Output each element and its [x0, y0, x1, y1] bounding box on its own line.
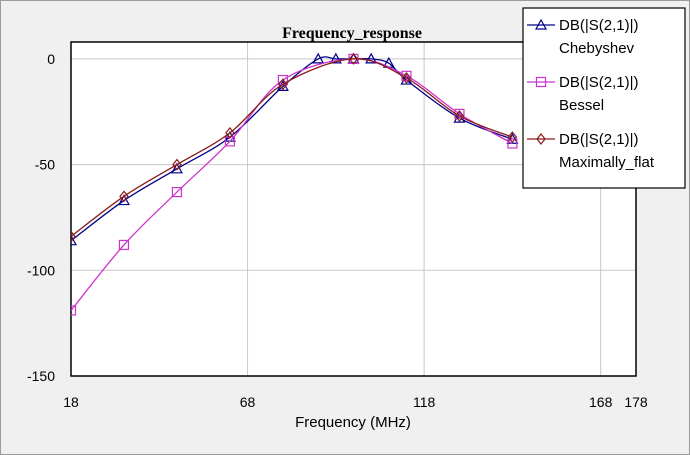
data-point-marker — [170, 162, 183, 174]
legend-label-line2: Chebyshev — [559, 40, 635, 57]
x-axis-label: Frequency (MHz) — [295, 414, 411, 431]
x-tick-label: 168 — [589, 394, 613, 410]
data-point-marker — [312, 52, 325, 64]
data-point-marker — [71, 230, 76, 243]
data-point-marker — [365, 52, 378, 64]
data-point-marker — [117, 194, 130, 206]
y-tick-label: -150 — [27, 368, 55, 384]
data-point-marker — [71, 305, 77, 316]
y-tick-label: -50 — [35, 157, 55, 173]
x-tick-label: 178 — [624, 394, 648, 410]
legend-label-line2: Maximally_flat — [559, 154, 655, 171]
data-point-marker — [348, 52, 359, 65]
series-layer — [71, 52, 519, 316]
legend-label-line1: DB(|S(2,1)|) — [559, 17, 638, 34]
legend-marker — [535, 76, 547, 88]
legend-item: DB(|S(2,1)|) Chebyshev — [527, 17, 638, 57]
x-tick-label: 68 — [240, 394, 256, 410]
data-point-marker — [171, 186, 183, 198]
x-tick-label: 18 — [63, 394, 79, 410]
data-point-marker — [329, 52, 342, 64]
legend-label-line2: Bessel — [559, 97, 604, 114]
data-point-marker — [119, 190, 129, 203]
data-point-marker — [71, 234, 78, 246]
legend-marker — [536, 133, 546, 145]
data-point-marker — [118, 239, 130, 251]
data-point-marker — [172, 158, 182, 171]
legend-item: DB(|S(2,1)|) Bessel — [527, 74, 638, 114]
data-point-marker — [224, 136, 236, 147]
data-point-marker — [401, 71, 412, 84]
series-line — [71, 58, 513, 311]
chart-title: Frequency_response — [282, 25, 422, 42]
series-line — [71, 58, 513, 237]
data-point-marker — [225, 126, 235, 139]
legend-item: DB(|S(2,1)|) Maximally_flat — [527, 131, 655, 171]
y-tick-label: -100 — [27, 262, 55, 278]
data-point-marker — [507, 131, 518, 144]
data-point-marker — [278, 78, 288, 91]
y-tick-label: 0 — [47, 51, 55, 67]
data-point-marker — [454, 110, 465, 122]
legend-marker — [534, 18, 548, 30]
data-point-marker — [507, 138, 518, 149]
legend-label-line1: DB(|S(2,1)|) — [559, 131, 638, 148]
plot-border — [70, 41, 637, 377]
x-tick-label: 118 — [413, 394, 436, 410]
series-maximally-flat — [71, 52, 518, 243]
tick-labels: 18 68 118 168 178 0 -50 -100 -150 — [27, 51, 648, 410]
legend-label-line1: DB(|S(2,1)|) — [559, 74, 638, 91]
legend: DB(|S(2,1)|)ChebyshevDB(|S(2,1)|)BesselD… — [522, 7, 686, 189]
legend-box — [522, 7, 686, 189]
